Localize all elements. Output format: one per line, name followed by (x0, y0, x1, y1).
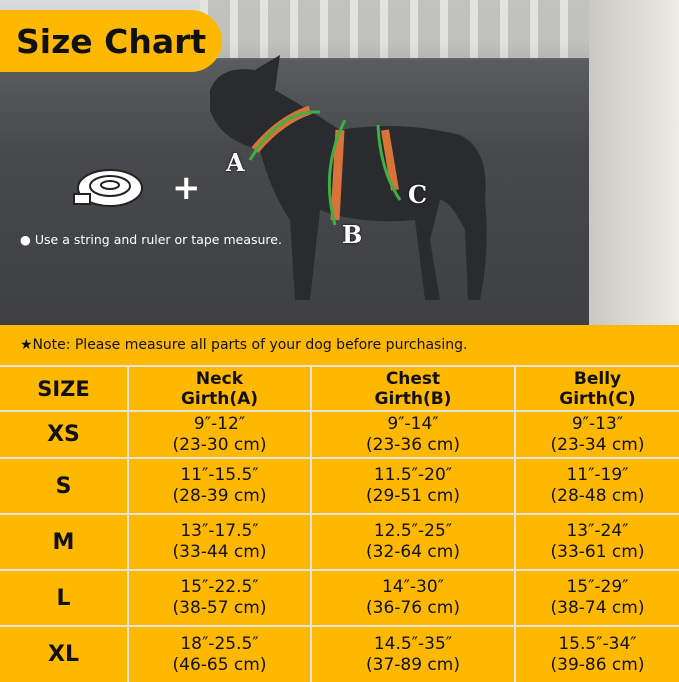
size-cell: XS (0, 410, 129, 459)
cm-value: (23-34 cm) (550, 434, 645, 455)
hint-text: Use a string and ruler or tape measure. (34, 232, 282, 247)
inches-value: 11″-19″ (566, 465, 629, 485)
header-belly: Belly Girth(C) (514, 365, 679, 412)
header-size: SIZE (0, 365, 129, 412)
neck-cell: 13″-17.5″ (33-44 cm) (127, 513, 312, 571)
table-row: XS 9″-12″ (23-30 cm) 9″-14″ (23-36 cm) 9″-13″… (0, 410, 679, 459)
label-b: B (342, 220, 363, 249)
table-row: M 13″-17.5″ (33-44 cm) 12.5″-25″ (32-64 cm) 1… (0, 513, 679, 571)
size-table: SIZE Neck Girth(A) Chest Girth(B) Belly Gir… (0, 365, 679, 682)
inches-value: 14″-30″ (381, 577, 445, 597)
header-line: Girth(B) (374, 388, 452, 409)
cm-value: (39-86 cm) (550, 654, 645, 675)
bridge-railing (200, 0, 600, 58)
header-neck: Neck Girth(A) (127, 365, 312, 412)
inches-value: 15″-22.5″ (180, 577, 259, 597)
cm-value: (37-89 cm) (366, 654, 460, 675)
inches-value: 9″-14″ (387, 413, 439, 434)
inches-value: 18″-25.5″ (180, 633, 259, 654)
table-row: XL 18″-25.5″ (46-65 cm) 14.5″-35″ (37-89 cm)… (0, 625, 679, 682)
header-line: Girth(C) (559, 388, 636, 409)
inches-value: 9″-13″ (571, 413, 624, 434)
inches-value: 11.5″-20″ (373, 465, 453, 485)
inches-value: 15.5″-34″ (558, 633, 637, 654)
inches-value: 13″-24″ (566, 521, 629, 541)
header-line: Neck (195, 368, 244, 389)
header-line: Girth(A) (180, 388, 259, 409)
plus-icon: + (172, 168, 201, 208)
header-chest: Chest Girth(B) (310, 365, 516, 412)
cm-value: (38-57 cm) (172, 598, 267, 618)
tape-measure-icon (73, 169, 143, 207)
product-photo: A B C Size Chart + ● Use a string and ru… (0, 0, 679, 325)
cm-value: (38-74 cm) (550, 598, 645, 618)
cm-value: (33-44 cm) (172, 542, 267, 562)
inches-value: 11″-15.5″ (180, 465, 259, 485)
table-header-row: SIZE Neck Girth(A) Chest Girth(B) Belly Gir… (0, 365, 679, 412)
hint-row: ● Use a string and ruler or tape measure… (20, 232, 282, 247)
neck-cell: 18″-25.5″ (46-65 cm) (127, 625, 312, 682)
cm-value: (46-65 cm) (172, 654, 267, 675)
table-row: L 15″-22.5″ (38-57 cm) 14″-30″ (36-76 cm) 15″… (0, 569, 679, 627)
table-row: S 11″-15.5″ (28-39 cm) 11.5″-20″ (29-51 cm) 1… (0, 457, 679, 515)
belly-cell: 15.5″-34″ (39-86 cm) (514, 625, 679, 682)
belly-cell: 9″-13″ (23-34 cm) (514, 410, 679, 459)
size-cell: M (0, 513, 129, 571)
chest-cell: 11.5″-20″ (29-51 cm) (310, 457, 516, 515)
label-c: C (408, 180, 428, 209)
chest-cell: 9″-14″ (23-36 cm) (310, 410, 516, 459)
cm-value: (29-51 cm) (366, 486, 460, 506)
inches-value: 9″-12″ (193, 413, 246, 434)
chest-cell: 14″-30″ (36-76 cm) (310, 569, 516, 627)
header-line: Belly (573, 368, 622, 389)
cm-value: (28-39 cm) (172, 486, 267, 506)
title-badge: Size Chart (0, 10, 222, 72)
label-a: A (226, 148, 245, 177)
size-cell: XL (0, 625, 129, 682)
belly-cell: 13″-24″ (33-61 cm) (514, 513, 679, 571)
belly-cell: 11″-19″ (28-48 cm) (514, 457, 679, 515)
cm-value: (32-64 cm) (366, 542, 460, 562)
stone-wall (589, 0, 679, 325)
neck-cell: 11″-15.5″ (28-39 cm) (127, 457, 312, 515)
note-text: ★Note: Please measure all parts of your … (20, 337, 468, 353)
cm-value: (28-48 cm) (550, 486, 645, 506)
bullet-icon: ● (20, 232, 35, 247)
page-title: Size Chart (16, 21, 207, 61)
dog-illustration (210, 55, 487, 300)
size-cell: L (0, 569, 129, 627)
inches-value: 12.5″-25″ (373, 521, 453, 541)
inches-value: 15″-29″ (566, 577, 629, 597)
size-cell: S (0, 457, 129, 515)
belly-cell: 15″-29″ (38-74 cm) (514, 569, 679, 627)
chest-cell: 14.5″-35″ (37-89 cm) (310, 625, 516, 682)
cm-value: (23-36 cm) (366, 434, 460, 455)
cm-value: (33-61 cm) (550, 542, 645, 562)
cm-value: (36-76 cm) (366, 598, 460, 618)
inches-value: 13″-17.5″ (180, 521, 259, 541)
neck-cell: 9″-12″ (23-30 cm) (127, 410, 312, 459)
inches-value: 14.5″-35″ (373, 633, 453, 654)
cm-value: (23-30 cm) (172, 434, 267, 455)
neck-cell: 15″-22.5″ (38-57 cm) (127, 569, 312, 627)
chest-cell: 12.5″-25″ (32-64 cm) (310, 513, 516, 571)
header-line: Chest (385, 368, 441, 389)
